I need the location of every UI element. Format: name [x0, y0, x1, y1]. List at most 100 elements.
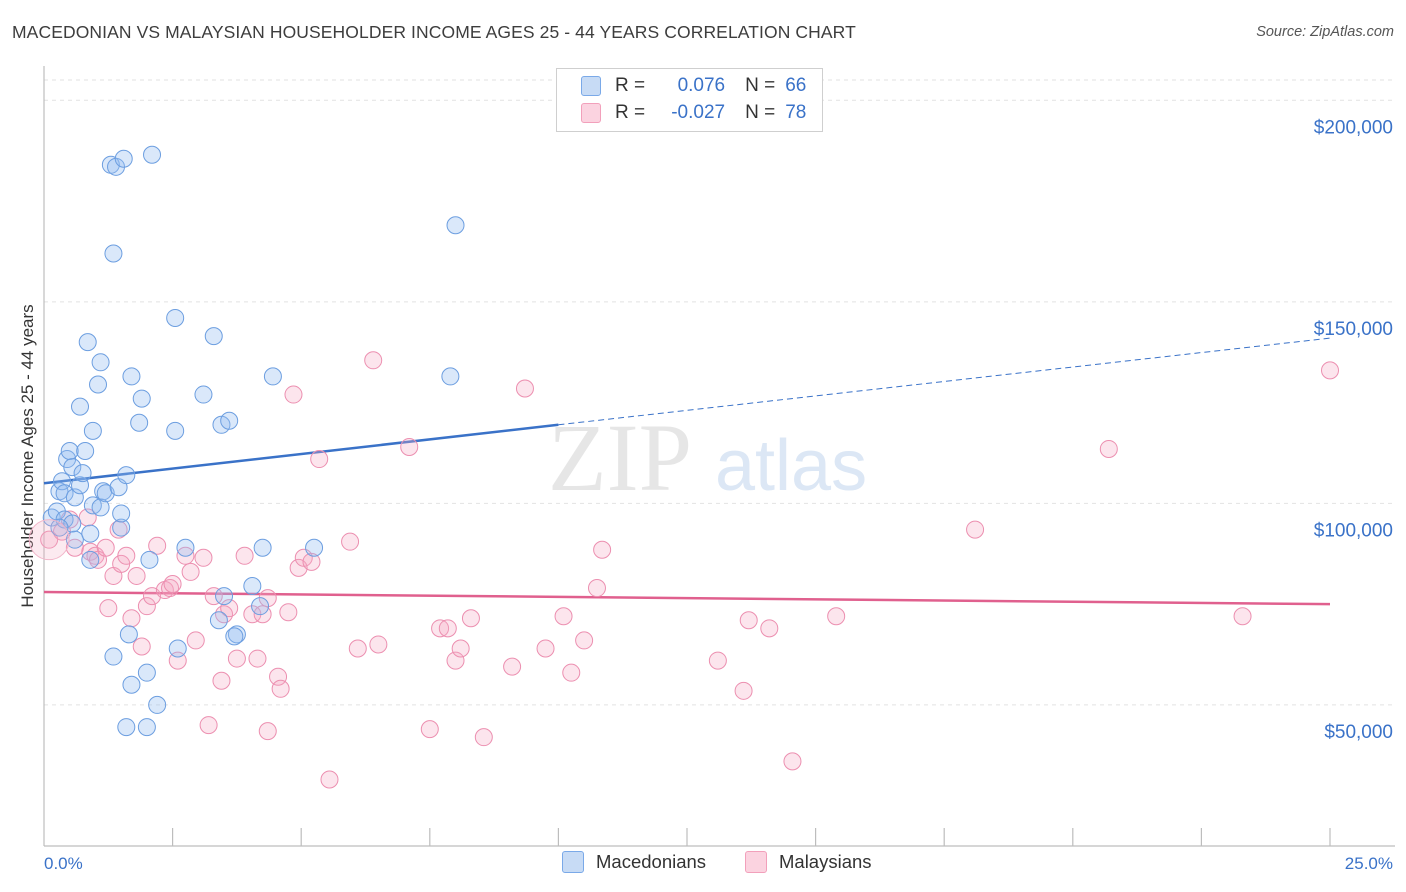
- macedonian-point: [60, 441, 79, 460]
- malaysian-point: [181, 562, 200, 581]
- malaysian-point: [235, 546, 254, 565]
- macedonian-point: [168, 639, 187, 658]
- malaysian-cluster-point: [28, 519, 70, 561]
- macedonian-point: [71, 397, 90, 416]
- macedonian-point: [166, 308, 185, 327]
- malaysian-point: [163, 575, 182, 593]
- malaysian-point: [446, 651, 465, 670]
- malaysian-point: [186, 631, 205, 650]
- malaysian-point: [148, 536, 167, 555]
- legend-r-label: R =: [615, 102, 646, 123]
- bottom-legend-label: Macedonians: [596, 851, 707, 872]
- macedonian-point: [81, 524, 100, 543]
- macedonian-point: [166, 421, 185, 440]
- malaysian-point: [461, 609, 480, 628]
- macedonian-point: [117, 718, 136, 737]
- malaysian-point: [1321, 361, 1339, 380]
- malaysian-point: [132, 637, 151, 656]
- legend-r-label: R =: [615, 75, 646, 96]
- y-tick-label: $100,000: [1314, 520, 1393, 541]
- malaysian-point: [420, 720, 439, 739]
- malaysian-point: [562, 663, 581, 682]
- data-points: [28, 145, 1339, 789]
- malaysian-point: [284, 385, 303, 404]
- macedonians-trend-line: [43, 423, 559, 485]
- macedonian-point: [78, 333, 97, 352]
- malaysian-point: [199, 716, 218, 735]
- malaysian-point: [1099, 439, 1118, 458]
- macedonian-point: [89, 375, 108, 394]
- x-tick-label: 0.0%: [44, 854, 83, 873]
- y-tick-label: $150,000: [1314, 319, 1393, 340]
- macedonian-point: [140, 550, 159, 569]
- malaysian-point: [575, 631, 594, 650]
- malaysian-point: [258, 722, 277, 741]
- macedonian-point: [112, 504, 131, 523]
- macedonian-point: [81, 550, 100, 569]
- macedonian-point: [73, 464, 92, 483]
- malaysian-point: [127, 566, 146, 585]
- legend-r-value: 0.076: [677, 75, 726, 96]
- malaysian-point: [827, 607, 846, 626]
- macedonian-point: [130, 413, 149, 432]
- malaysian-point: [320, 770, 339, 789]
- macedonian-point: [225, 627, 244, 646]
- bottom-legend-malaysians: Malaysians: [745, 851, 872, 873]
- macedonian-point: [114, 149, 133, 168]
- malaysians-trend-line: [43, 590, 1331, 606]
- macedonian-point: [215, 587, 234, 606]
- macedonian-point: [119, 625, 138, 644]
- malaysian-point: [194, 548, 213, 567]
- malaysian-point: [215, 605, 234, 624]
- macedonian-point: [83, 421, 102, 440]
- legend-swatch-malaysians: [581, 103, 601, 123]
- malaysian-point: [1233, 607, 1252, 626]
- trend-lines: [43, 337, 1331, 606]
- malaysian-point: [99, 599, 118, 618]
- tick-labels: $50,000 $100,000 $150,000 $200,000 0.0% 25.0%: [44, 117, 1393, 873]
- macedonian-point: [94, 482, 113, 501]
- axes: [43, 66, 1395, 847]
- malaysian-point: [739, 611, 758, 630]
- malaysian-point: [451, 639, 470, 658]
- macedonian-point: [122, 367, 141, 386]
- legend-n-label: N =: [745, 75, 776, 96]
- malaysian-point: [341, 532, 360, 551]
- malaysian-point: [400, 437, 419, 456]
- malaysian-point: [364, 351, 383, 370]
- malaysian-point: [431, 619, 450, 638]
- malaysian-point: [503, 657, 522, 676]
- y-tick-label: $50,000: [1324, 722, 1393, 743]
- malaysian-point: [966, 520, 985, 539]
- legend-row-macedonians: R = 0.076 N = 66: [581, 73, 806, 99]
- macedonian-point: [243, 577, 262, 596]
- malaysian-point: [438, 619, 457, 638]
- macedonian-point: [76, 441, 95, 460]
- legend-swatch-macedonians: [581, 76, 601, 96]
- malaysian-point: [227, 649, 246, 668]
- macedonian-point: [446, 216, 465, 235]
- macedonian-point: [55, 484, 74, 503]
- legend-n-label: N =: [745, 102, 776, 123]
- macedonian-point: [137, 718, 156, 737]
- macedonian-point: [305, 538, 324, 557]
- malaysian-point: [279, 603, 298, 622]
- macedonian-point: [104, 647, 123, 666]
- legend-r-value: -0.027: [671, 102, 726, 123]
- malaysian-point: [204, 587, 223, 606]
- malaysian-point: [348, 639, 367, 658]
- macedonian-point: [122, 675, 141, 694]
- macedonian-point: [143, 145, 162, 164]
- legend-n-value: 78: [785, 102, 807, 123]
- watermark-atlas: atlas: [715, 426, 867, 506]
- macedonian-point: [209, 611, 228, 630]
- macedonian-point: [204, 327, 223, 346]
- correlation-legend: R = 0.076 N = 66 R = -0.027 N = 78: [556, 68, 823, 132]
- macedonian-point: [50, 518, 69, 537]
- macedonian-point: [104, 244, 123, 263]
- malaysian-point: [536, 639, 555, 658]
- macedonian-point: [137, 663, 156, 682]
- legend-row-malaysians: R = -0.027 N = 78: [581, 100, 806, 126]
- malaysian-point: [734, 681, 753, 700]
